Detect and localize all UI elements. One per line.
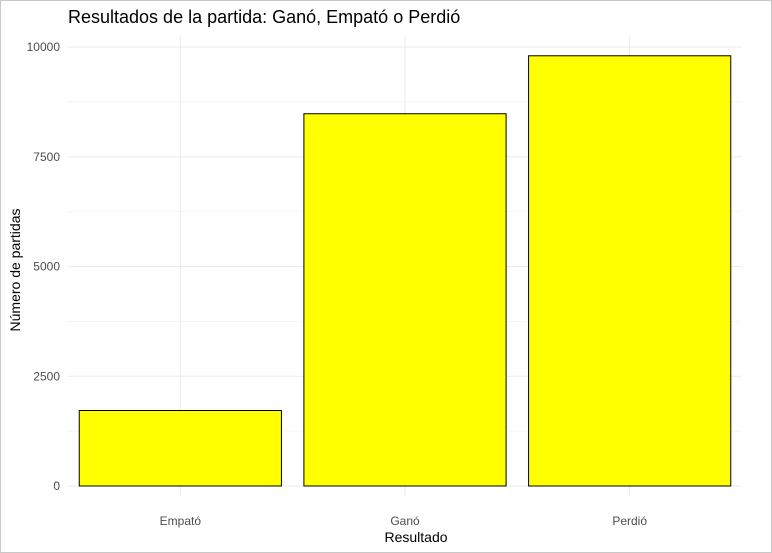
x-tick-label: Perdió [612,514,647,528]
x-axis-title: Resultado [384,529,447,545]
y-tick-label: 2500 [33,369,60,383]
chart-title: Resultados de la partida: Ganó, Empató o… [68,7,460,27]
bars [78,55,732,487]
bar-empató [78,409,282,487]
x-tick-label: Ganó [390,514,420,528]
x-tick-labels: Empató Ganó Perdió [160,514,648,528]
bar-ganó [303,113,507,487]
bar-perdió [528,55,732,487]
y-axis-title: Número de partidas [7,209,23,332]
y-tick-labels: 0 2500 5000 7500 10000 [27,40,61,493]
y-tick-label: 10000 [27,40,61,54]
y-tick-label: 7500 [33,150,60,164]
x-tick-label: Empató [160,514,202,528]
y-tick-label: 5000 [33,260,60,274]
y-tick-label: 0 [53,479,60,493]
